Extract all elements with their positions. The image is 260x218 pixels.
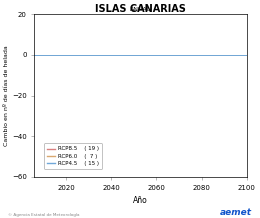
Text: ANUAL: ANUAL — [130, 7, 151, 12]
Text: © Agencia Estatal de Meteorología: © Agencia Estatal de Meteorología — [8, 213, 79, 217]
Title: ISLAS CANARIAS: ISLAS CANARIAS — [95, 4, 186, 14]
Text: aemet: aemet — [220, 208, 252, 217]
Y-axis label: Cambio en nº de días de helada: Cambio en nº de días de helada — [4, 45, 9, 146]
X-axis label: Año: Año — [133, 196, 148, 205]
Legend: RCP8.5    ( 19 ), RCP6.0    (  7 ), RCP4.5    ( 15 ): RCP8.5 ( 19 ), RCP6.0 ( 7 ), RCP4.5 ( 15… — [44, 143, 102, 169]
